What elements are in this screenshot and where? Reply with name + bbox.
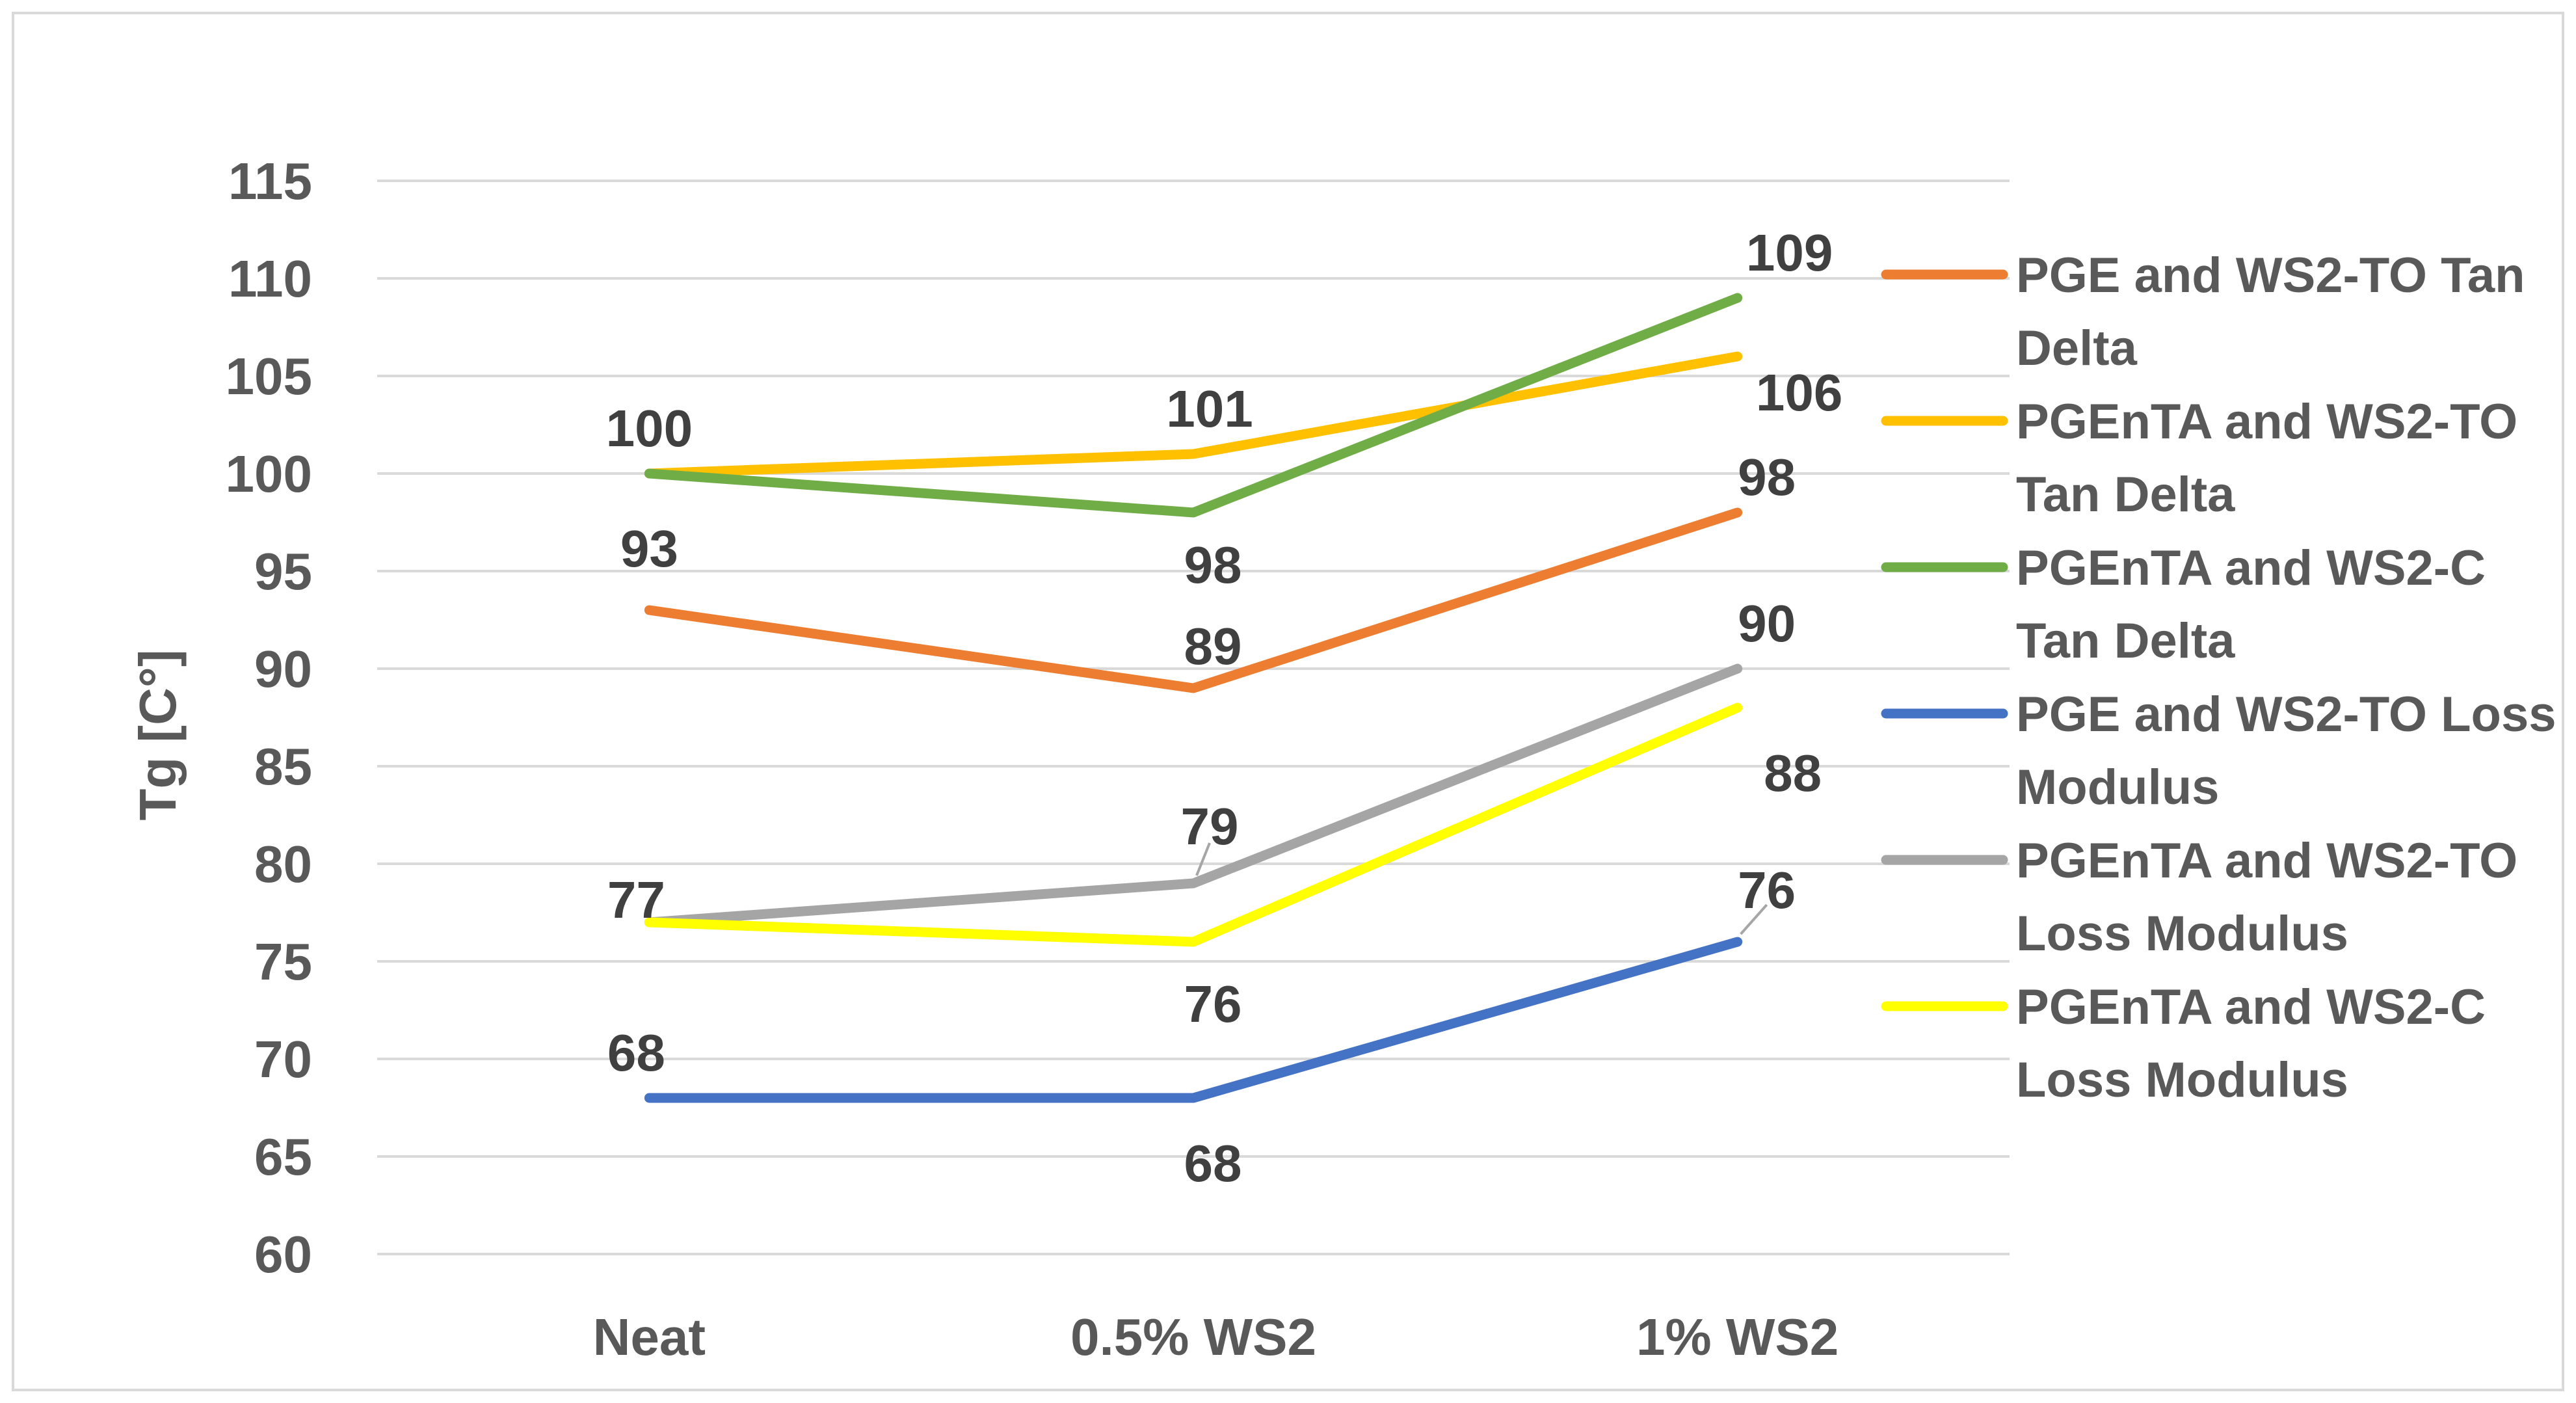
legend-label: PGEnTA and WS2-TO xyxy=(2016,394,2517,449)
legend-label: Tan Delta xyxy=(2016,467,2235,522)
legend-label: Loss Modulus xyxy=(2016,906,2348,961)
y-tick-label: 100 xyxy=(226,445,312,503)
legend-label: Tan Delta xyxy=(2016,613,2235,669)
data-label: 89 xyxy=(1184,617,1242,675)
leader-line xyxy=(1195,842,1211,876)
legend-label: PGE and WS2-TO Loss xyxy=(2016,687,2556,742)
y-axis-title: Tg [C°] xyxy=(129,649,187,820)
y-tick-label: 105 xyxy=(226,347,312,405)
data-label: 90 xyxy=(1738,595,1796,652)
legend: PGE and WS2-TO Tan Delta PGEnTA and WS2-TO… xyxy=(1881,248,2556,1108)
data-label: 68 xyxy=(607,1024,665,1082)
data-label: 68 xyxy=(1184,1134,1242,1192)
x-tick-label: 0.5% WS2 xyxy=(1070,1308,1316,1366)
series-line xyxy=(644,293,1743,518)
legend-label: PGE and WS2-TO Tan xyxy=(2016,248,2525,303)
data-label: 98 xyxy=(1184,536,1242,594)
y-tick-label: 75 xyxy=(254,933,312,991)
x-tick-label: 1% WS2 xyxy=(1636,1308,1839,1366)
series-line xyxy=(644,507,1743,693)
data-label: 79 xyxy=(1181,797,1239,855)
data-label: 76 xyxy=(1738,861,1796,919)
y-tick-label: 60 xyxy=(254,1225,312,1283)
data-label: 98 xyxy=(1738,448,1796,506)
legend-label: PGEnTA and WS2-C xyxy=(2016,980,2486,1035)
data-label: 109 xyxy=(1746,224,1833,282)
y-tick-label: 115 xyxy=(228,152,312,210)
data-label: 77 xyxy=(607,871,665,929)
series-line xyxy=(644,937,1743,1103)
y-tick-label: 110 xyxy=(228,250,312,308)
label-leader-lines xyxy=(1195,842,1768,935)
legend-label: Delta xyxy=(2016,321,2138,376)
y-axis-ticks: 60 65 70 75 80 85 90 95 100 105 110 115 xyxy=(226,152,312,1283)
series-lines xyxy=(644,293,1743,1103)
legend-label: Modulus xyxy=(2016,760,2219,815)
chart-area-border xyxy=(12,12,2564,1391)
legend-label: PGEnTA and WS2-TO xyxy=(2016,833,2517,889)
data-label: 76 xyxy=(1184,975,1242,1033)
data-labels: 93 89 98 100 101 106 98 109 68 68 76 77 79 90 76 88 xyxy=(606,224,1843,1192)
y-tick-label: 95 xyxy=(254,542,312,600)
y-tick-label: 70 xyxy=(254,1030,312,1088)
data-label: 101 xyxy=(1166,380,1253,438)
y-tick-label: 85 xyxy=(254,738,312,795)
series-line xyxy=(644,663,1743,928)
y-tick-label: 65 xyxy=(254,1128,312,1186)
series-line xyxy=(644,351,1743,479)
data-label: 88 xyxy=(1764,744,1822,802)
y-tick-label: 80 xyxy=(254,835,312,893)
x-tick-label: Neat xyxy=(593,1308,706,1366)
data-label: 100 xyxy=(606,399,693,457)
data-label: 93 xyxy=(620,520,678,578)
leader-line xyxy=(1740,903,1768,935)
data-label: 106 xyxy=(1756,364,1842,421)
series-line xyxy=(644,702,1743,947)
x-axis-ticks: Neat 0.5% WS2 1% WS2 xyxy=(593,1308,1839,1366)
legend-label: PGEnTA and WS2-C xyxy=(2016,541,2486,596)
legend-label: Loss Modulus xyxy=(2016,1052,2348,1108)
y-tick-label: 90 xyxy=(254,640,312,698)
